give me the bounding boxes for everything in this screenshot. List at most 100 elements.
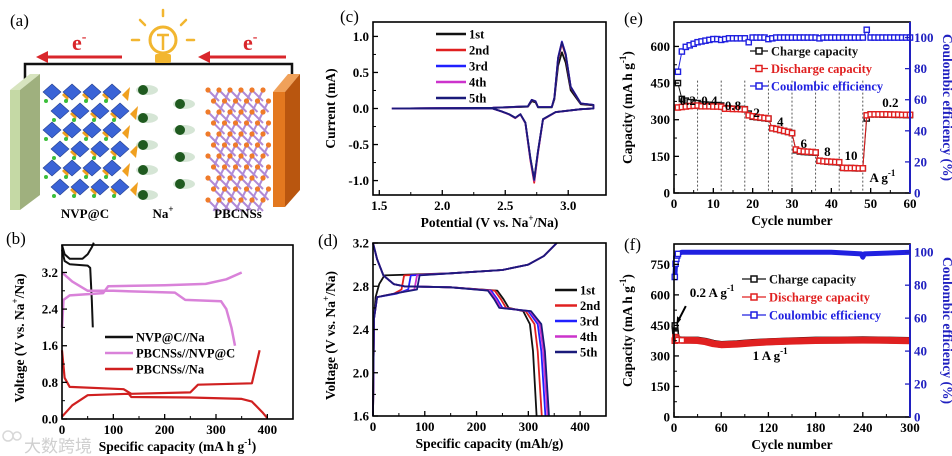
y2-tick-label: 40	[914, 123, 927, 138]
x-tick-label: 2.0	[434, 198, 450, 213]
data-point-coulombic-efficiency	[674, 68, 682, 76]
x-tick-label: 100	[415, 419, 435, 434]
axes-frame	[61, 244, 294, 420]
x-tick-label: 0	[671, 196, 678, 211]
panel-label: (d)	[318, 231, 338, 250]
anode-label: PBCNSs	[214, 206, 262, 221]
y-tick-label: 2.8	[353, 279, 370, 294]
x-tick-label: 3.0	[560, 198, 576, 213]
y2-tick-label: 0	[914, 186, 921, 201]
legend: Charge capacity Discharge capacity Coulomb…	[750, 45, 884, 94]
x-tick-label: 50	[864, 196, 877, 211]
cv-curve-5th	[391, 41, 595, 181]
x-tick-label: 400	[570, 419, 590, 434]
legend-label: Charge capacity	[771, 45, 859, 59]
y-axis-label: Voltage (V vs. Na+/Na)	[321, 271, 338, 400]
panel-label: (e)	[624, 9, 643, 28]
sodium-ions	[136, 85, 195, 200]
legend-label: 2nd	[580, 299, 600, 313]
y-tick-label: 0.8	[42, 375, 59, 390]
rate-annotation: 8	[824, 144, 831, 159]
data-point	[674, 250, 682, 258]
x-tick-label: 30	[786, 196, 799, 211]
x-tick-label: 240	[853, 420, 873, 435]
data-point-coulombic-efficiency	[745, 38, 753, 46]
series-line-nvp-c-na	[61, 249, 94, 328]
legend-label: 1st	[580, 284, 596, 298]
watermark-text: 大数跨境	[24, 437, 92, 456]
panel-label: (f)	[624, 235, 641, 254]
legend: NVP@C//Na PBCNSs//NVP@C PBCNSs//Na	[105, 331, 235, 377]
y-tick-label: 150	[651, 379, 671, 394]
watermark-logo-icon	[2, 430, 22, 442]
plot-area: 0.2 A g-1 1 A g-1	[671, 249, 911, 363]
series-line-pbcnss-nvp-c	[60, 271, 243, 328]
y2-tick-label: 0	[914, 410, 921, 425]
data-point-discharge-capacity	[788, 129, 796, 137]
cathode-current-collector	[10, 74, 40, 210]
y2-tick-label: 80	[914, 278, 927, 293]
series-line-4th	[372, 242, 558, 417]
rate-annotation: 4	[777, 114, 784, 129]
legend-label: Coulombic efficiency	[771, 80, 884, 94]
y2-tick-label: 100	[914, 245, 934, 260]
series-line-3rd	[372, 242, 558, 417]
rate-unit-label: A g-1	[870, 168, 896, 185]
legend-label: 3rd	[580, 315, 599, 329]
legend-marker-icon	[750, 311, 758, 319]
series-line-4th	[372, 242, 549, 417]
legend-marker-icon	[755, 82, 763, 90]
plot-area	[60, 242, 269, 419]
series-line-nvp-c-na	[61, 242, 95, 260]
x-tick-label: 400	[258, 422, 278, 437]
y-tick-label: 3.2	[353, 236, 369, 251]
series-line-pbcnss-na	[60, 350, 261, 395]
nvp-crystal-structure	[42, 83, 138, 198]
rate-annotation: 10	[845, 148, 858, 163]
x-tick-label: 40	[825, 196, 838, 211]
panel-label: (b)	[6, 229, 26, 248]
series-line-5th	[372, 242, 550, 417]
legend-label: Discharge capacity	[771, 62, 873, 76]
series-line-pbcnss-na	[61, 392, 269, 419]
ion-label: Na+	[152, 204, 173, 221]
y-tick-label: 600	[651, 287, 671, 302]
data-point-discharge-capacity	[812, 149, 819, 156]
x-tick-label: 2.5	[497, 198, 514, 213]
y-tick-label: 600	[651, 39, 671, 54]
chart-c: (c) 1.5 2.0 2.5 3.0 -1.0 -0.5 0.0 0.5 1.0 Potentia…	[323, 7, 607, 230]
x-tick-label: 300	[206, 422, 226, 437]
series-band	[671, 333, 911, 349]
x-axis-label: Cycle number	[751, 213, 832, 228]
y2-tick-label: 60	[914, 92, 927, 107]
y-tick-label: 0	[664, 410, 671, 425]
legend-marker-icon	[750, 293, 758, 301]
plot-area: 0.2 0.4 0.8 2 4 6 8 10 0.2 A g-1	[674, 26, 914, 193]
x-tick-label: 0	[59, 422, 66, 437]
series-line-2nd	[372, 242, 543, 417]
data-point-coulombic-efficiency	[859, 34, 867, 41]
x-axis-label: Specific capacity (mA h g-1)	[99, 437, 256, 454]
data-point-discharge-capacity	[835, 158, 843, 166]
rate-annotation: 0.8	[725, 98, 742, 113]
x-tick-label: 180	[806, 420, 826, 435]
series-line-3rd	[372, 242, 547, 417]
data-point-coulombic-efficiency	[678, 48, 686, 55]
y-tick-label: 0.0	[353, 101, 369, 116]
light-bulb-icon	[130, 8, 196, 63]
legend-label: 4th	[469, 76, 486, 90]
y-tick-label: 150	[651, 149, 671, 164]
axes-frame	[372, 242, 607, 417]
y2-tick-label: 80	[914, 61, 927, 76]
x-tick-label: 200	[155, 422, 175, 437]
rate-annotation: 6	[801, 136, 808, 151]
y2-axis-label: Coulombic efficiency (%)	[940, 257, 952, 404]
x-tick-label: 0	[370, 419, 377, 434]
x-axis-label: Potential (V vs. Na+/Na)	[421, 213, 559, 230]
y-tick-label: 1.6	[353, 409, 370, 424]
y-tick-label: 0.5	[353, 65, 370, 80]
y-tick-label: 2.0	[353, 365, 369, 380]
battery-schematic: (a) e- e-	[10, 8, 300, 221]
